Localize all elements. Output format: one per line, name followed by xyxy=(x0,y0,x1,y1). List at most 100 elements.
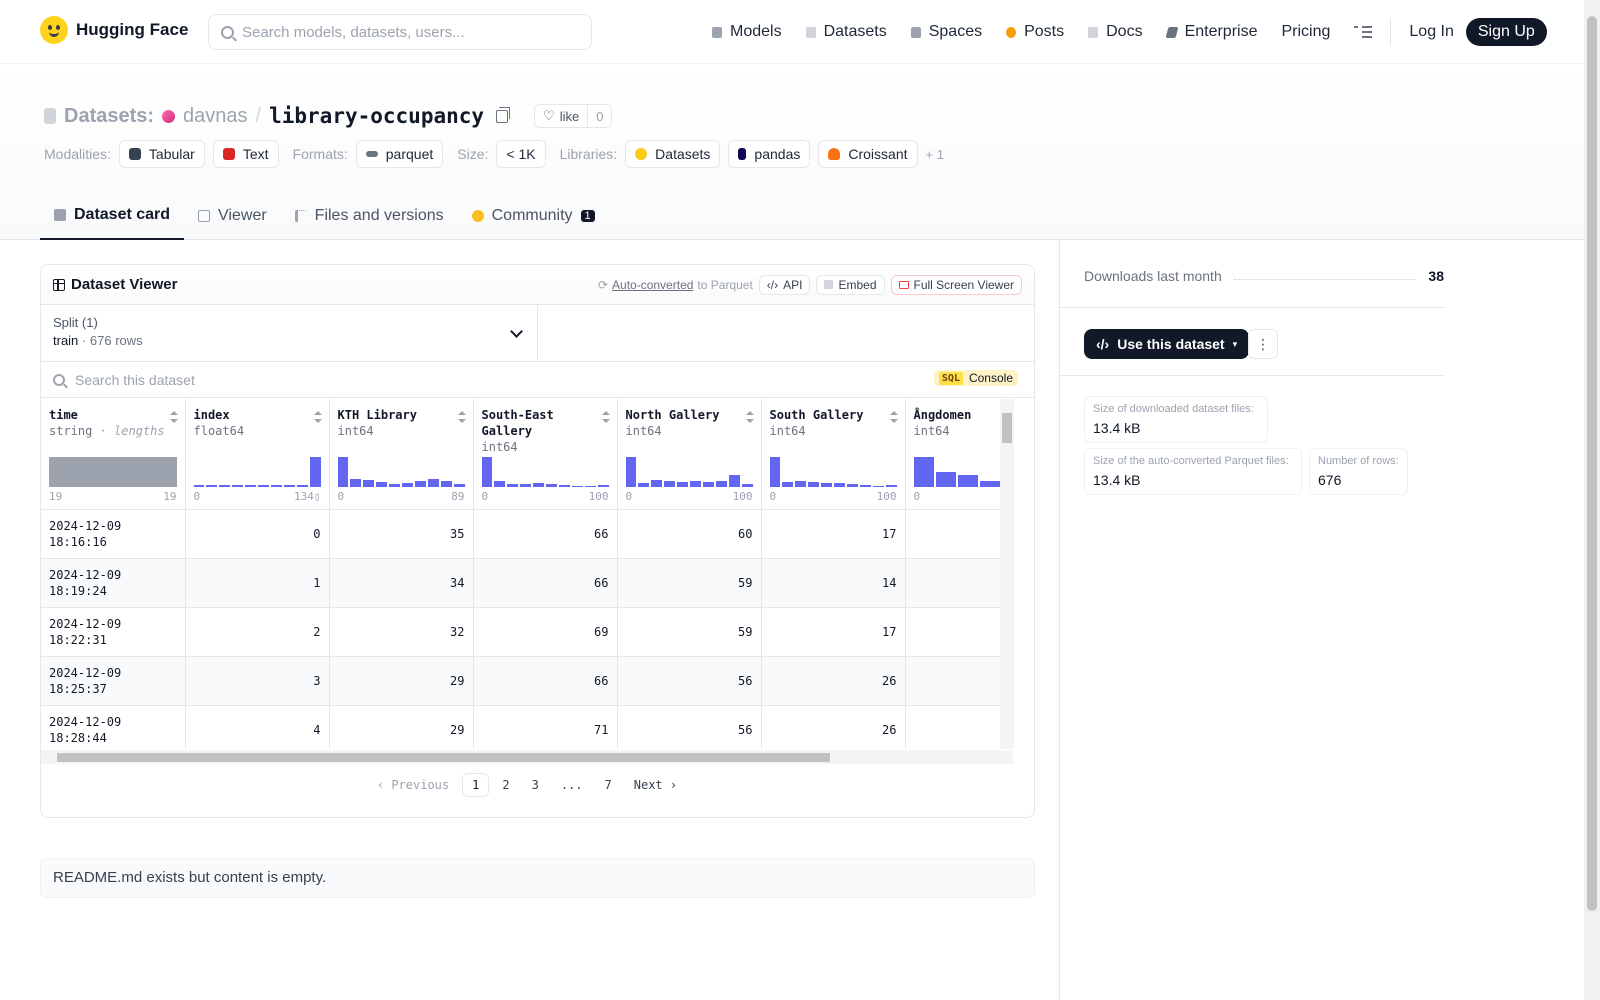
nav-models[interactable]: Models xyxy=(700,18,794,46)
global-search[interactable] xyxy=(208,14,592,50)
scroll-thumb[interactable] xyxy=(1587,16,1597,911)
section-label[interactable]: Datasets: xyxy=(64,104,155,127)
data-table-wrapper[interactable]: time string · lengths 19 19 index float64 0 13… xyxy=(41,399,1013,749)
table-cell[interactable] xyxy=(905,607,1013,657)
column-header[interactable]: North Gallery int64 0 100 xyxy=(617,399,762,510)
cell-time[interactable]: 2024-12-09 18:22:31 xyxy=(41,607,186,657)
scroll-thumb[interactable] xyxy=(57,753,830,762)
histogram-bar[interactable] xyxy=(872,485,884,487)
nav-docs[interactable]: Docs xyxy=(1076,18,1154,46)
histogram-bar[interactable] xyxy=(795,481,807,487)
table-cell[interactable] xyxy=(905,705,1013,749)
signup-button[interactable]: Sign Up xyxy=(1465,18,1547,46)
cell-time[interactable]: 2024-12-09 18:25:37 xyxy=(41,656,186,706)
table-cell[interactable]: 14 xyxy=(761,558,906,608)
copy-icon[interactable] xyxy=(496,106,511,123)
histogram-bar[interactable] xyxy=(363,479,375,487)
column-histogram[interactable] xyxy=(481,456,609,487)
table-cell[interactable]: 32 xyxy=(329,607,474,657)
histogram-bar[interactable] xyxy=(690,481,701,487)
histogram-bar[interactable] xyxy=(283,485,295,487)
cell-time[interactable]: 2024-12-09 18:19:24 xyxy=(41,558,186,608)
histogram-bar[interactable] xyxy=(664,480,676,487)
histogram-bar[interactable] xyxy=(389,484,401,487)
table-cell[interactable] xyxy=(905,558,1013,608)
histogram-bar[interactable] xyxy=(821,482,833,487)
histogram-bar[interactable] xyxy=(846,483,858,487)
histogram-bar[interactable] xyxy=(245,485,257,487)
table-cell[interactable] xyxy=(905,656,1013,706)
tab-community[interactable]: Community 1 xyxy=(458,192,609,240)
brand-logo[interactable]: Hugging Face xyxy=(40,16,188,44)
table-cell[interactable]: 59 xyxy=(617,558,762,608)
histogram-bar[interactable] xyxy=(558,484,570,487)
sort-icon[interactable] xyxy=(601,411,610,423)
tab-viewer[interactable]: Viewer xyxy=(184,192,281,240)
histogram-bar[interactable] xyxy=(481,456,493,487)
table-cell[interactable]: 26 xyxy=(761,705,906,749)
table-cell[interactable]: 4 xyxy=(185,705,330,749)
histogram-bar[interactable] xyxy=(376,482,388,487)
tag-parquet[interactable]: parquet xyxy=(355,140,444,168)
table-row[interactable]: 2024-12-09 18:16:16 0 35 66 60 17 xyxy=(41,509,1013,559)
histogram-bar[interactable] xyxy=(296,485,308,487)
dataset-search-input[interactable] xyxy=(75,371,775,388)
table-cell[interactable]: 69 xyxy=(473,607,618,657)
more-libraries[interactable]: + 1 xyxy=(925,146,944,162)
tab-dataset-card[interactable]: Dataset card xyxy=(40,192,185,240)
like-button[interactable]: ♡ like xyxy=(535,105,589,127)
sort-icon[interactable] xyxy=(169,411,178,423)
histogram-bar[interactable] xyxy=(206,485,218,487)
table-cell[interactable]: 66 xyxy=(473,509,618,559)
histogram-bar[interactable] xyxy=(270,485,282,487)
histogram-bar[interactable] xyxy=(193,485,205,487)
histogram-bar[interactable] xyxy=(49,456,177,487)
histogram-bar[interactable] xyxy=(834,482,845,487)
tag-size[interactable]: < 1K xyxy=(496,140,546,168)
api-button[interactable]: ‹/› API xyxy=(758,274,811,295)
sort-icon[interactable] xyxy=(889,411,898,423)
scroll-thumb[interactable] xyxy=(1002,413,1012,443)
histogram-bar[interactable] xyxy=(935,471,956,487)
column-header[interactable]: South-East Gallery int64 0 100 xyxy=(473,399,618,510)
page-7[interactable]: 7 xyxy=(604,778,612,792)
table-cell[interactable]: 26 xyxy=(761,656,906,706)
tag-datasets[interactable]: Datasets xyxy=(625,140,721,168)
horizontal-scrollbar[interactable] xyxy=(41,750,1013,764)
tag-croissant[interactable]: Croissant xyxy=(818,140,918,168)
tag-text[interactable]: Text xyxy=(212,140,279,168)
repo-name[interactable]: library-occupancy xyxy=(269,104,485,128)
column-histogram[interactable] xyxy=(193,456,321,487)
column-histogram[interactable] xyxy=(625,456,753,487)
histogram-bar[interactable] xyxy=(913,456,934,487)
page-scrollbar[interactable] xyxy=(1584,0,1600,1000)
histogram-bar[interactable] xyxy=(957,474,978,487)
column-histogram[interactable] xyxy=(913,456,1013,487)
histogram-bar[interactable] xyxy=(232,485,244,487)
fullscreen-button[interactable]: Full Screen Viewer xyxy=(890,274,1022,295)
column-header[interactable]: time string · lengths 19 19 xyxy=(41,399,186,510)
histogram-bar[interactable] xyxy=(715,480,727,487)
histogram-bar[interactable] xyxy=(402,482,413,487)
histogram-bar[interactable] xyxy=(258,485,269,487)
histogram-bar[interactable] xyxy=(702,481,714,487)
column-header[interactable]: South Gallery int64 0 100 xyxy=(761,399,906,510)
table-cell[interactable]: 2 xyxy=(185,607,330,657)
vertical-scrollbar[interactable] xyxy=(1000,399,1014,749)
nav-pricing[interactable]: Pricing xyxy=(1269,18,1342,46)
user-link[interactable]: davnas xyxy=(183,104,248,127)
table-cell[interactable]: 3 xyxy=(185,656,330,706)
histogram-bar[interactable] xyxy=(453,484,465,487)
sort-icon[interactable] xyxy=(745,411,754,423)
histogram-bar[interactable] xyxy=(677,482,689,487)
table-row[interactable]: 2024-12-09 18:25:37 3 29 66 56 26 xyxy=(41,656,1013,706)
sql-console-button[interactable]: SQL Console xyxy=(933,370,1018,386)
histogram-bar[interactable] xyxy=(808,482,820,487)
table-cell[interactable]: 29 xyxy=(329,705,474,749)
histogram-bar[interactable] xyxy=(337,456,349,487)
histogram-bar[interactable] xyxy=(533,482,545,487)
table-cell[interactable]: 56 xyxy=(617,705,762,749)
histogram-bar[interactable] xyxy=(350,479,362,487)
auto-converted-link[interactable]: Auto-converted xyxy=(612,277,694,292)
tag-tabular[interactable]: Tabular xyxy=(118,140,205,168)
